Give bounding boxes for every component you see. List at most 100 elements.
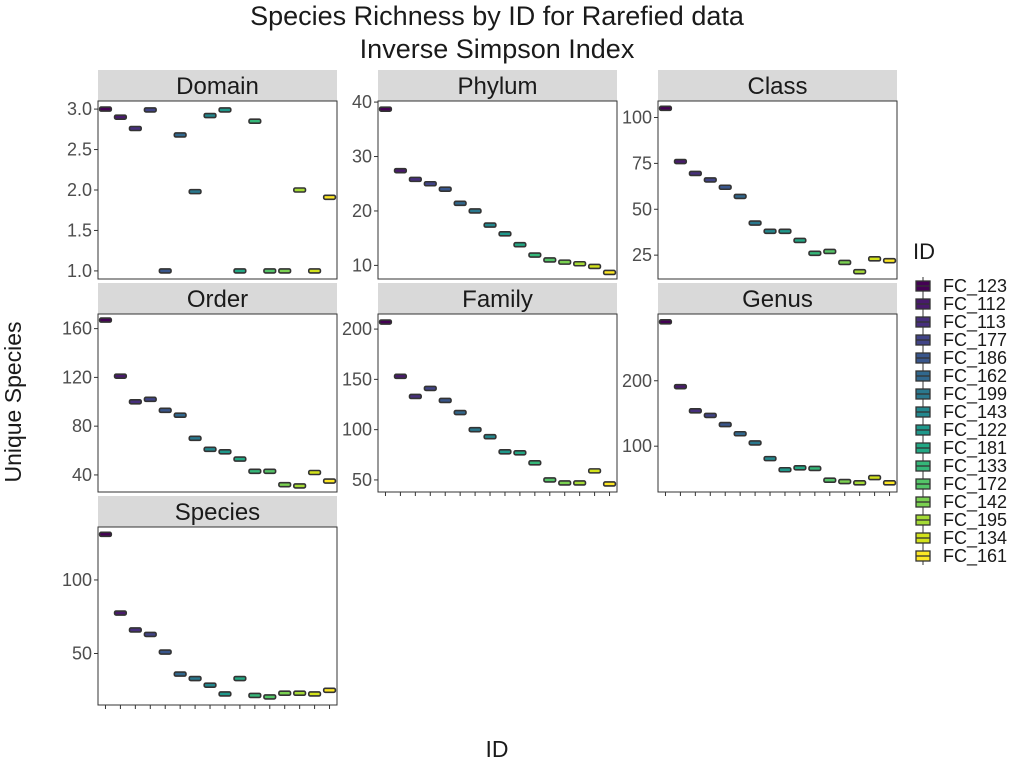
box-fc_122 bbox=[498, 231, 512, 237]
box-fc_112 bbox=[113, 373, 128, 379]
box-fc_177 bbox=[143, 107, 157, 113]
box-fc_162 bbox=[173, 412, 187, 418]
y-tick-label: 50 bbox=[632, 199, 652, 219]
y-tick-label: 40 bbox=[352, 92, 372, 112]
box-fc_123 bbox=[98, 317, 113, 323]
box-fc_172 bbox=[543, 257, 557, 263]
box-fc_161 bbox=[602, 481, 617, 487]
y-tick-label: 2.0 bbox=[67, 180, 92, 200]
legend-label: FC_177 bbox=[943, 330, 1007, 351]
legend-items: FC_123FC_112FC_113FC_177FC_186FC_162FC_1… bbox=[915, 276, 1007, 567]
strip-species bbox=[98, 496, 337, 527]
legend-label: FC_195 bbox=[943, 510, 1007, 531]
box-fc_142 bbox=[838, 478, 852, 485]
box-fc_181 bbox=[513, 449, 527, 456]
box-fc_133 bbox=[248, 692, 262, 699]
box-fc_113 bbox=[688, 170, 702, 177]
y-tick-label: 3.0 bbox=[67, 99, 92, 119]
strip-label-class: Class bbox=[747, 73, 807, 100]
chart-title: Species Richness by ID for Rarefied data bbox=[250, 1, 745, 31]
strip-domain bbox=[98, 70, 337, 101]
legend-item-fc_133: FC_133 bbox=[915, 456, 1007, 477]
panel-genus: Genus 100 200 bbox=[622, 283, 898, 496]
box-fc_113 bbox=[128, 627, 142, 633]
strip-label-domain: Domain bbox=[176, 73, 259, 100]
box-fc_134 bbox=[867, 474, 882, 481]
box-fc_161 bbox=[882, 257, 897, 264]
box-fc_195 bbox=[293, 690, 307, 697]
panel-species: Species 50 100 bbox=[62, 496, 338, 709]
panel-class: Class 25 50 75 100 bbox=[622, 70, 898, 280]
y-tick-label: 120 bbox=[62, 367, 92, 387]
strip-label-order: Order bbox=[187, 286, 248, 313]
facet-panels: Domain 1.0 1.5 2.0 2.5 3.0 Phylum 10 20 30 40 Class… bbox=[62, 70, 898, 709]
box-fc_113 bbox=[408, 176, 422, 183]
panel-domain: Domain 1.0 1.5 2.0 2.5 3.0 bbox=[67, 70, 338, 281]
legend-label: FC_161 bbox=[943, 546, 1007, 567]
box-fc_113 bbox=[128, 125, 142, 132]
y-tick-label: 50 bbox=[352, 470, 372, 490]
box-fc_177 bbox=[423, 385, 437, 392]
y-tick-label: 100 bbox=[62, 570, 92, 590]
box-fc_161 bbox=[322, 194, 337, 201]
y-tick-label: 1.5 bbox=[67, 220, 92, 240]
box-fc_133 bbox=[248, 118, 262, 125]
box-fc_181 bbox=[233, 268, 247, 274]
legend-label: FC_142 bbox=[943, 492, 1007, 513]
box-fc_177 bbox=[703, 412, 717, 419]
legend-label: FC_133 bbox=[943, 456, 1007, 477]
box-fc_199 bbox=[748, 220, 762, 226]
box-fc_199 bbox=[748, 440, 762, 446]
box-fc_143 bbox=[483, 433, 497, 440]
box-fc_143 bbox=[203, 682, 217, 688]
box-fc_142 bbox=[558, 259, 572, 265]
y-tick-label: 25 bbox=[632, 245, 652, 265]
y-tick-label: 30 bbox=[352, 147, 372, 167]
box-fc_161 bbox=[322, 478, 337, 484]
box-fc_112 bbox=[673, 158, 688, 165]
legend-item-fc_143: FC_143 bbox=[915, 402, 1007, 423]
legend-label: FC_143 bbox=[943, 402, 1007, 423]
box-fc_134 bbox=[587, 263, 602, 270]
box-fc_195 bbox=[573, 480, 587, 486]
box-fc_112 bbox=[393, 167, 408, 174]
legend-item-fc_112: FC_112 bbox=[915, 294, 1006, 315]
box-fc_199 bbox=[188, 435, 202, 442]
strip-label-species: Species bbox=[175, 499, 260, 526]
box-fc_133 bbox=[528, 460, 542, 466]
box-fc_143 bbox=[763, 228, 777, 235]
box-fc_134 bbox=[587, 468, 602, 474]
box-fc_143 bbox=[483, 222, 497, 228]
y-tick-label: 50 bbox=[72, 644, 92, 664]
box-fc_195 bbox=[853, 480, 867, 486]
panel-border bbox=[657, 100, 898, 280]
legend-item-fc_195: FC_195 bbox=[915, 510, 1007, 531]
chart-subtitle: Inverse Simpson Index bbox=[360, 34, 635, 64]
box-fc_177 bbox=[423, 180, 437, 187]
box-fc_172 bbox=[823, 248, 837, 255]
legend-label: FC_113 bbox=[943, 312, 1006, 333]
panel-border bbox=[97, 526, 338, 706]
y-tick-label: 150 bbox=[342, 369, 372, 389]
y-tick-label: 80 bbox=[72, 416, 92, 436]
legend-item-fc_177: FC_177 bbox=[915, 330, 1007, 351]
panel-family: Family 50 100 150 200 bbox=[342, 283, 618, 496]
box-fc_177 bbox=[143, 631, 157, 638]
box-fc_142 bbox=[838, 259, 852, 266]
strip-family bbox=[378, 283, 617, 314]
box-fc_181 bbox=[793, 237, 807, 244]
box-fc_142 bbox=[278, 481, 292, 488]
box-fc_186 bbox=[158, 407, 172, 414]
box-fc_161 bbox=[882, 480, 897, 486]
box-fc_181 bbox=[513, 241, 527, 248]
y-tick-label: 40 bbox=[72, 465, 92, 485]
box-fc_134 bbox=[307, 268, 322, 274]
legend-title: ID bbox=[913, 239, 935, 264]
y-tick-label: 1.0 bbox=[67, 261, 92, 281]
box-fc_112 bbox=[113, 610, 128, 616]
box-fc_122 bbox=[218, 448, 232, 455]
y-tick-label: 100 bbox=[622, 108, 652, 128]
box-fc_162 bbox=[453, 200, 467, 207]
box-fc_186 bbox=[158, 649, 172, 655]
